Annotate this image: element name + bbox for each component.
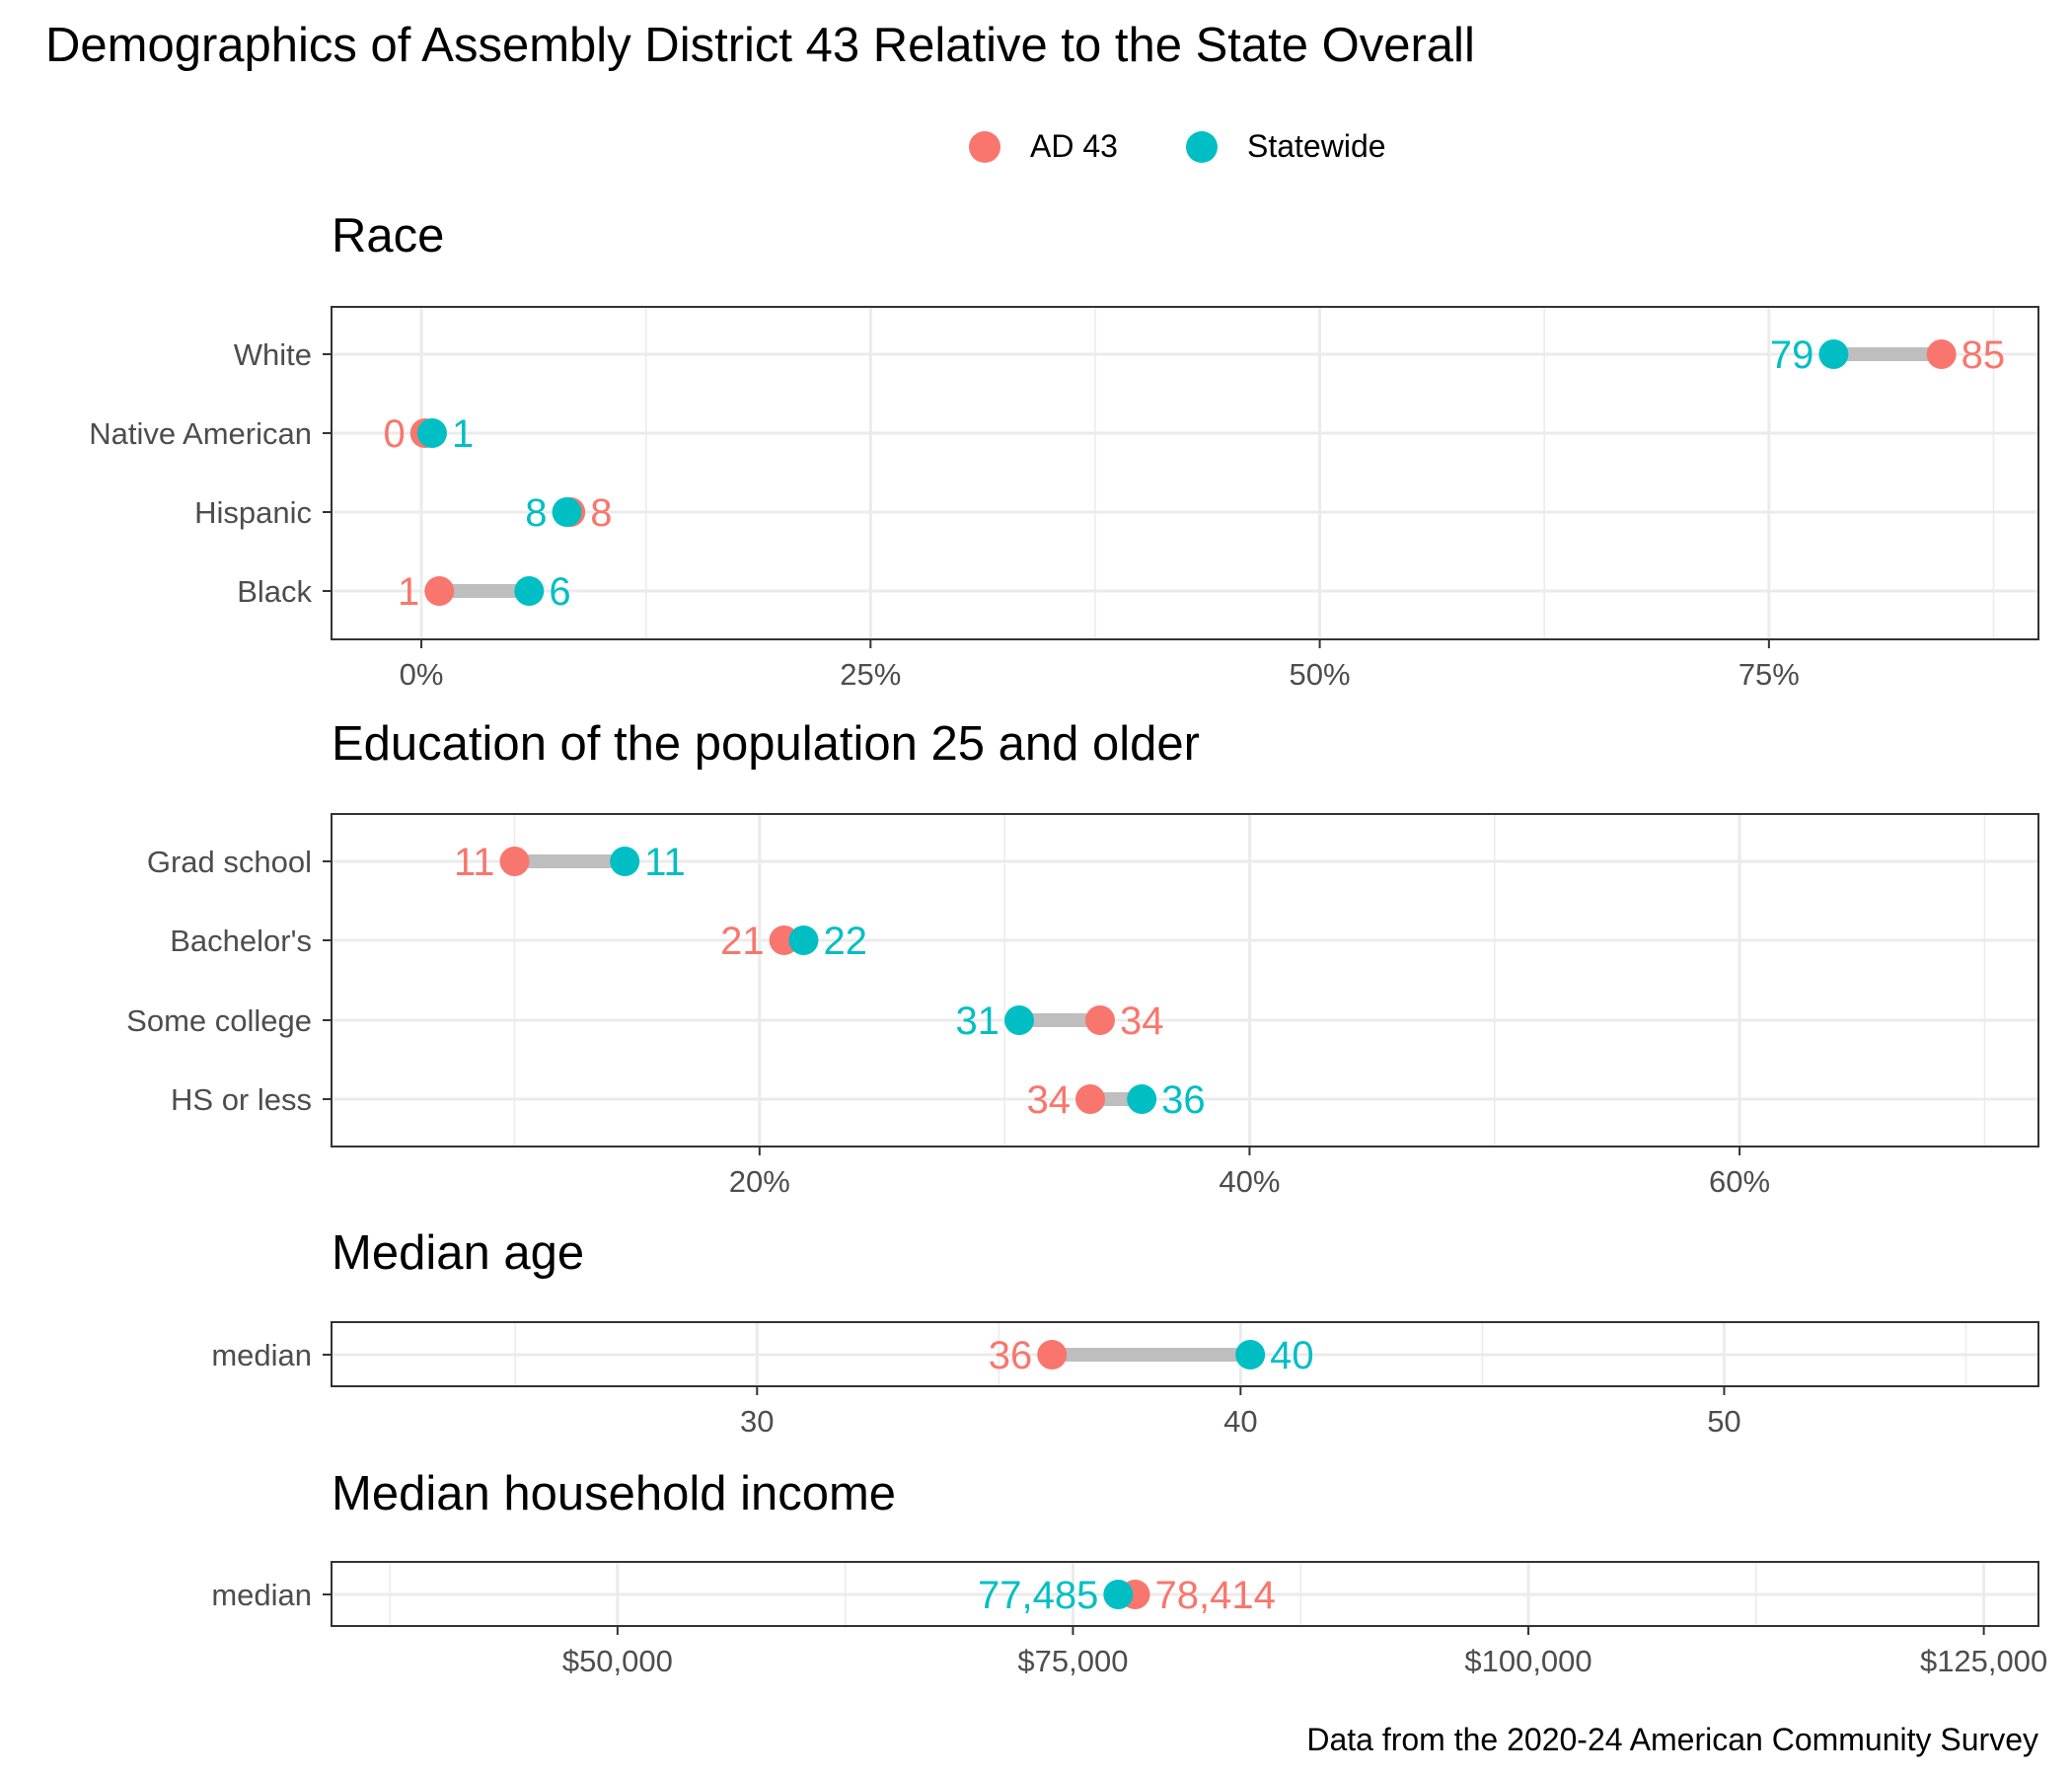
panel-border bbox=[331, 1321, 2039, 1387]
x-tick-label: $50,000 bbox=[562, 1644, 673, 1678]
point-ad43 bbox=[1075, 1084, 1106, 1114]
x-tick-label: 20% bbox=[729, 1164, 790, 1199]
data-label-ad43: 21 bbox=[720, 920, 765, 963]
panel-title: Race bbox=[332, 209, 444, 262]
legend-item-statewide: Statewide bbox=[1186, 128, 1386, 165]
data-label-ad43: 34 bbox=[1120, 999, 1164, 1043]
point-statewide bbox=[1004, 1005, 1035, 1035]
point-statewide bbox=[1127, 1084, 1157, 1114]
panel-race: Race 0% 25% 50% 75% White 85 79 Native American 0… bbox=[89, 209, 2039, 692]
point-ad43 bbox=[1084, 1005, 1115, 1035]
chart-title: Demographics of Assembly District 43 Rel… bbox=[45, 19, 1475, 72]
panel-title: Median household income bbox=[332, 1467, 896, 1520]
data-label-statewide: 1 bbox=[452, 412, 474, 456]
data-label-ad43: 1 bbox=[398, 570, 419, 614]
point-statewide bbox=[514, 576, 545, 606]
point-statewide bbox=[1235, 1340, 1266, 1369]
panel-median-age: Median age 30 40 50 median 36 40 bbox=[211, 1226, 2039, 1439]
legend-swatch-ad43 bbox=[969, 130, 1000, 163]
data-label-ad43: 36 bbox=[989, 1334, 1033, 1377]
legend: AD 43 Statewide bbox=[0, 128, 2072, 178]
point-statewide bbox=[610, 847, 640, 876]
data-label-statewide: 40 bbox=[1270, 1334, 1314, 1377]
panel-title: Median age bbox=[332, 1226, 584, 1280]
caption: Data from the 2020-24 American Community… bbox=[1306, 1722, 2038, 1757]
data-label-statewide: 8 bbox=[525, 491, 547, 535]
data-label-ad43: 8 bbox=[590, 491, 612, 535]
point-statewide bbox=[788, 925, 819, 955]
panel-border bbox=[331, 306, 2039, 640]
x-tick-label: $125,000 bbox=[1920, 1644, 2047, 1678]
data-label-statewide: 6 bbox=[549, 570, 570, 614]
panel-border bbox=[331, 813, 2039, 1147]
legend-swatch-statewide bbox=[1186, 130, 1218, 163]
panel-border bbox=[331, 1561, 2039, 1627]
y-tick-label: Bachelor's bbox=[170, 924, 312, 958]
y-tick-label: Some college bbox=[126, 1003, 312, 1038]
legend-label-ad43: AD 43 bbox=[1030, 128, 1118, 164]
panel-median-household-income: Median household income $50,000 $75,000 $10… bbox=[211, 1467, 2047, 1678]
data-label-statewide: 79 bbox=[1770, 333, 1814, 377]
point-ad43 bbox=[499, 847, 530, 876]
x-tick-label: 75% bbox=[1739, 657, 1800, 692]
point-statewide bbox=[1103, 1580, 1134, 1609]
y-tick-label: median bbox=[211, 1338, 312, 1372]
x-tick-label: 0% bbox=[400, 657, 444, 692]
y-tick-label: Hispanic bbox=[194, 495, 312, 530]
data-label-statewide: 11 bbox=[644, 841, 686, 884]
x-tick-label: 30 bbox=[740, 1404, 774, 1439]
y-tick-label: Grad school bbox=[147, 845, 312, 879]
data-label-ad43: 0 bbox=[383, 412, 405, 456]
y-tick-label: median bbox=[211, 1578, 312, 1612]
x-tick-label: 50% bbox=[1290, 657, 1351, 692]
data-label-ad43: 11 bbox=[454, 841, 495, 884]
y-tick-label: HS or less bbox=[171, 1082, 312, 1117]
data-label-ad43: 78,414 bbox=[1154, 1574, 1275, 1617]
point-statewide bbox=[416, 418, 447, 448]
data-label-statewide: 77,485 bbox=[978, 1574, 1098, 1617]
x-tick-label: 60% bbox=[1709, 1164, 1770, 1199]
x-tick-label: 25% bbox=[840, 657, 901, 692]
x-tick-label: 40 bbox=[1223, 1404, 1257, 1439]
y-tick-label: Black bbox=[237, 574, 312, 609]
x-tick-label: $75,000 bbox=[1017, 1644, 1128, 1678]
panel-title: Education of the population 25 and older bbox=[332, 717, 1200, 771]
point-ad43 bbox=[1037, 1340, 1068, 1369]
x-tick-label: $100,000 bbox=[1464, 1644, 1591, 1678]
y-tick-label: Native American bbox=[89, 416, 312, 451]
point-ad43 bbox=[424, 576, 455, 606]
legend-item-ad43: AD 43 bbox=[969, 128, 1118, 165]
y-tick-label: White bbox=[234, 337, 312, 372]
point-statewide bbox=[552, 497, 582, 527]
x-tick-label: 40% bbox=[1219, 1164, 1280, 1199]
data-label-statewide: 22 bbox=[824, 920, 868, 963]
panel-education-of-the-population-25-and-older: Education of the population 25 and older… bbox=[126, 717, 2039, 1199]
data-label-statewide: 31 bbox=[956, 999, 1000, 1043]
data-label-statewide: 36 bbox=[1161, 1078, 1206, 1122]
data-label-ad43: 34 bbox=[1027, 1078, 1072, 1122]
legend-label-statewide: Statewide bbox=[1247, 128, 1386, 164]
point-statewide bbox=[1818, 339, 1849, 369]
point-ad43 bbox=[1926, 339, 1957, 369]
x-tick-label: 50 bbox=[1707, 1404, 1740, 1439]
data-label-ad43: 85 bbox=[1961, 333, 2006, 377]
